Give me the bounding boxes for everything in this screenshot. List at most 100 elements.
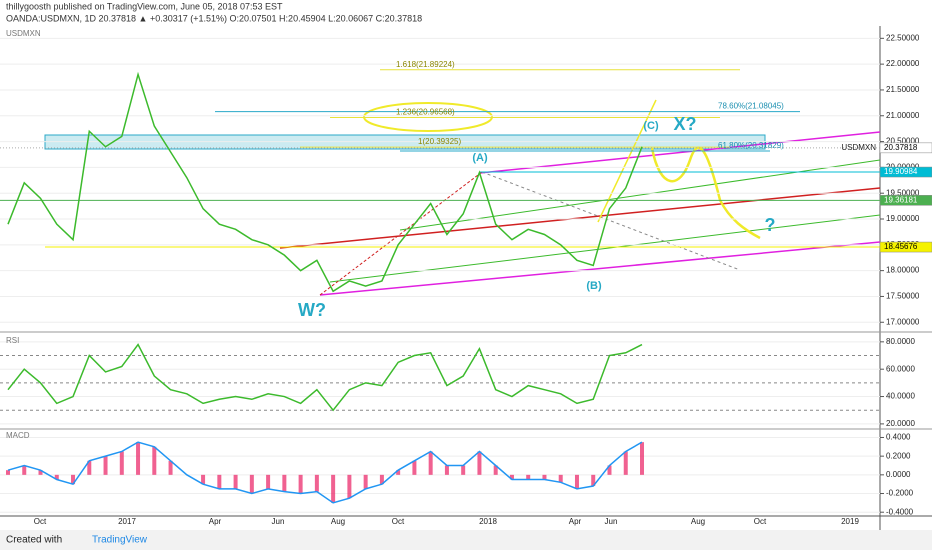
macd-bar bbox=[54, 474, 59, 480]
y-tick-label: 18.00000 bbox=[886, 266, 920, 275]
wave-line bbox=[319, 171, 483, 296]
symbol-info: OANDA:USDMXN, 1D 20.37818 ▲ +0.30317 (+1… bbox=[6, 13, 422, 23]
macd-bar bbox=[282, 474, 287, 492]
wave-line bbox=[481, 171, 741, 271]
trendline bbox=[279, 187, 881, 249]
x-tick-label: Jun bbox=[272, 517, 285, 526]
macd-bar bbox=[22, 465, 27, 475]
y-tick-label: 0.4000 bbox=[886, 433, 911, 442]
macd-bar bbox=[266, 474, 271, 489]
macd-bar bbox=[379, 474, 384, 485]
fib-label: 78.60%(21.08045) bbox=[718, 102, 784, 111]
macd-bar bbox=[331, 474, 336, 503]
y-tick-label: -0.2000 bbox=[886, 489, 914, 498]
macd-bar bbox=[298, 474, 303, 494]
wave-label: (B) bbox=[586, 280, 602, 292]
publisher: thillygoosth published on TradingView.co… bbox=[6, 1, 283, 11]
fib-label: 1.618(21.89224) bbox=[396, 60, 455, 69]
y-tick-label: 20.0000 bbox=[886, 419, 915, 428]
x-tick-label: Apr bbox=[209, 517, 222, 526]
macd-bar bbox=[558, 474, 563, 483]
wave-label: (A) bbox=[472, 152, 488, 164]
series-name: MACD bbox=[6, 431, 30, 440]
price-badge-label: 20.37818 bbox=[884, 143, 918, 152]
price-badge-label: 19.36181 bbox=[884, 195, 918, 204]
series-line bbox=[7, 343, 643, 412]
macd-bar bbox=[526, 474, 531, 480]
y-tick-label: 40.0000 bbox=[886, 392, 915, 401]
trendline bbox=[479, 131, 881, 174]
macd-bar bbox=[87, 460, 92, 475]
price-badge bbox=[879, 195, 932, 206]
y-tick-label: 60.0000 bbox=[886, 364, 915, 373]
macd-bar bbox=[119, 451, 124, 475]
macd-bar bbox=[428, 451, 433, 475]
macd-bar bbox=[314, 474, 319, 492]
macd-bar bbox=[38, 470, 43, 475]
wave-label: X? bbox=[673, 114, 696, 134]
series-name: USDMXN bbox=[6, 29, 41, 38]
macd-bar bbox=[249, 474, 254, 494]
x-tick-label: Oct bbox=[392, 517, 405, 526]
macd-bar bbox=[412, 460, 417, 475]
y-tick-label: 22.50000 bbox=[886, 33, 920, 42]
wave-label: W? bbox=[298, 300, 326, 320]
wave-label: (C) bbox=[643, 120, 659, 132]
macd-bar bbox=[542, 474, 547, 480]
macd-bar bbox=[71, 474, 76, 485]
badge-name: USDMXN bbox=[841, 143, 876, 152]
y-tick-label: 22.00000 bbox=[886, 59, 920, 68]
macd-bar bbox=[607, 465, 612, 475]
x-tick-label: Apr bbox=[569, 517, 582, 526]
y-tick-label: 21.50000 bbox=[886, 85, 920, 94]
y-tick-label: -0.4000 bbox=[886, 507, 914, 516]
macd-bar bbox=[201, 474, 206, 485]
macd-bar bbox=[461, 465, 466, 475]
macd-bar bbox=[477, 451, 482, 475]
price-badge bbox=[879, 142, 932, 154]
y-tick-label: 19.50000 bbox=[886, 188, 920, 197]
x-tick-label: Oct bbox=[754, 517, 767, 526]
macd-bar bbox=[136, 442, 141, 475]
trendline bbox=[319, 241, 881, 296]
macd-bar bbox=[233, 474, 238, 489]
macd-bar bbox=[591, 474, 596, 487]
price-badge-label: 18.45676 bbox=[884, 242, 918, 251]
y-tick-label: 17.50000 bbox=[886, 292, 920, 301]
footer-brand: TradingView bbox=[92, 535, 148, 546]
macd-bar bbox=[444, 465, 449, 475]
y-tick-label: 0.0000 bbox=[886, 470, 911, 479]
price-badge bbox=[879, 241, 932, 253]
macd-bar bbox=[347, 474, 352, 499]
x-tick-label: 2017 bbox=[118, 517, 136, 526]
y-tick-label: 19.00000 bbox=[886, 214, 920, 223]
series-name: RSI bbox=[6, 336, 19, 345]
fib-label: 1.236(20.96568) bbox=[396, 108, 455, 117]
macd-bar bbox=[396, 470, 401, 475]
macd-bar bbox=[152, 446, 157, 475]
macd-bar bbox=[168, 460, 173, 475]
macd-bar bbox=[640, 442, 644, 475]
x-tick-label: Jun bbox=[605, 517, 618, 526]
y-tick-label: 21.00000 bbox=[886, 111, 920, 120]
x-tick-label: Oct bbox=[34, 517, 47, 526]
x-tick-label: Aug bbox=[331, 517, 345, 526]
macd-bar bbox=[6, 470, 10, 475]
footer-text: Created with bbox=[6, 535, 62, 546]
projection-line bbox=[597, 99, 657, 223]
macd-bar bbox=[363, 474, 368, 489]
footer-bar bbox=[0, 530, 932, 550]
x-tick-label: 2019 bbox=[841, 517, 859, 526]
macd-bar bbox=[493, 465, 498, 475]
x-tick-label: Aug bbox=[691, 517, 705, 526]
fib-label: 1(20.39325) bbox=[418, 137, 461, 146]
macd-bar bbox=[509, 474, 514, 480]
macd-bar bbox=[103, 456, 108, 475]
x-tick-label: 2018 bbox=[479, 517, 497, 526]
price-badge-label: 19.90984 bbox=[884, 167, 918, 176]
macd-bar bbox=[623, 451, 628, 475]
price-badge bbox=[879, 166, 932, 178]
series-line bbox=[7, 441, 643, 504]
y-tick-label: 17.00000 bbox=[886, 317, 920, 326]
